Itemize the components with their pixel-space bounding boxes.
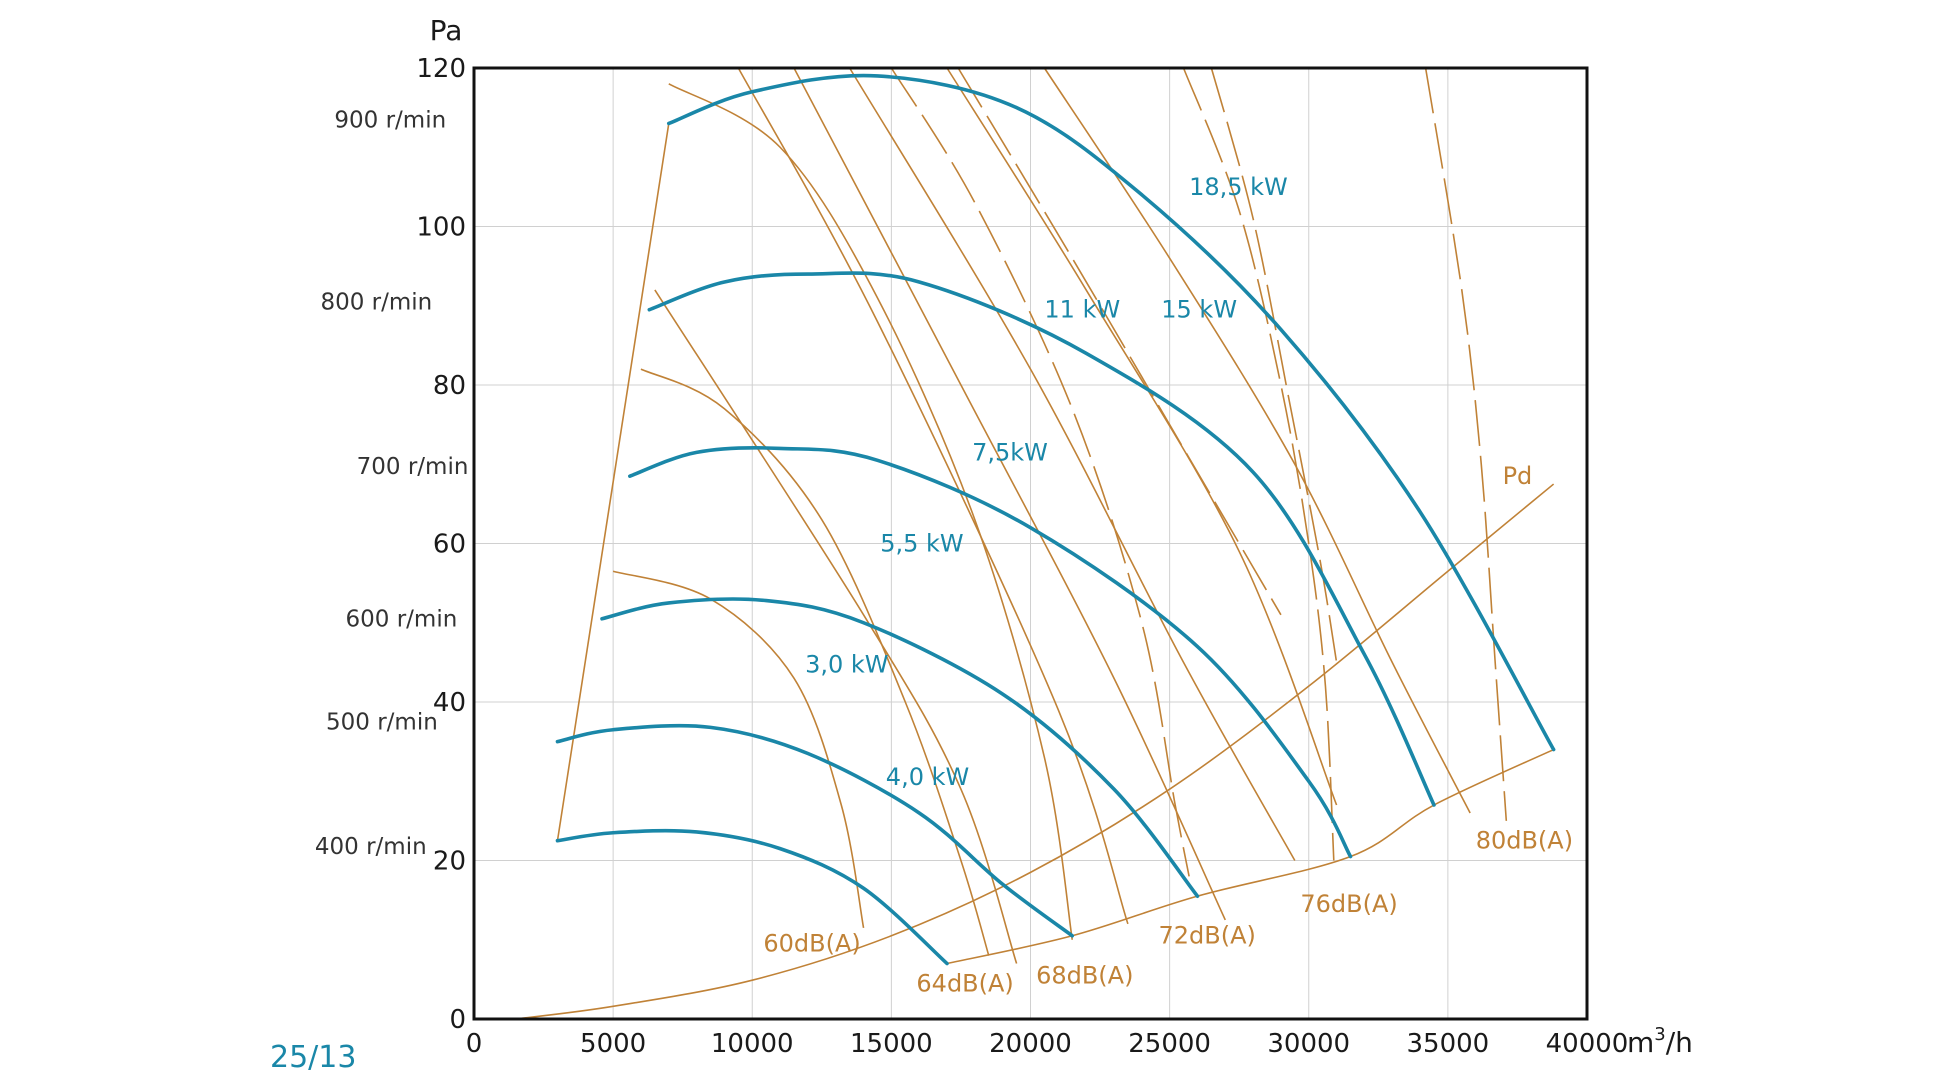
rpm-label: 500 r/min: [326, 710, 438, 736]
speed-curve: [647, 271, 1436, 807]
noise-label: 80dB(A): [1476, 827, 1573, 855]
speed-curve: [555, 723, 1075, 938]
speed-curve: [666, 73, 1556, 752]
y-tick-label: 20: [433, 847, 466, 877]
noise-label: 72dB(A): [1158, 922, 1255, 950]
power-label: 3,0 kW: [805, 651, 888, 679]
y-tick-label: 40: [433, 688, 466, 718]
noise-line: [1424, 67, 1508, 821]
x-tick-label: 15000: [850, 1029, 933, 1059]
aux-line: [957, 67, 1282, 616]
brown-curves: [515, 67, 1555, 1020]
power-line: [793, 67, 1227, 921]
footer-code: 25/13: [270, 1040, 357, 1075]
noise-line: [612, 570, 865, 929]
grid-lines: [474, 68, 1587, 1019]
noise-line: [890, 67, 1190, 877]
y-tick-label: 80: [433, 371, 466, 401]
x-tick-label: 20000: [989, 1029, 1072, 1059]
rpm-label: 900 r/min: [334, 107, 446, 133]
x-unit-sup: 3: [1654, 1024, 1665, 1045]
noise-label: 68dB(A): [1036, 961, 1133, 989]
noise-label: 60dB(A): [763, 930, 860, 958]
rpm-label: 800 r/min: [320, 290, 432, 316]
x-unit-tail: /h: [1666, 1026, 1693, 1059]
power-line: [1043, 67, 1471, 814]
speed-curves: [555, 73, 1556, 966]
power-line: [654, 289, 1018, 964]
speed-curve: [600, 597, 1200, 898]
rpm-label: 700 r/min: [357, 454, 469, 480]
power-label: 18,5 kW: [1189, 173, 1288, 201]
power-line: [737, 67, 1129, 925]
surge-line: [556, 123, 670, 841]
y-tick-label: 120: [416, 54, 466, 84]
aux-line: [1210, 67, 1338, 663]
noise-line: [1182, 67, 1335, 861]
x-tick-label: 30000: [1267, 1029, 1350, 1059]
axes: 0 5000 10000 15000 20000 25000 30000 35000 40000…: [416, 14, 1693, 1059]
y-tick-label: 100: [416, 213, 466, 243]
y-axis-unit: Pa: [430, 14, 463, 47]
power-label: 11 kW: [1044, 296, 1120, 324]
noise-label: 64dB(A): [916, 969, 1013, 997]
curve-labels: 400 r/min 500 r/min 600 r/min 700 r/min 800 …: [315, 107, 1573, 997]
rpm-label: 600 r/min: [346, 607, 458, 633]
noise-line: [640, 368, 990, 956]
system-curve: [946, 748, 1554, 965]
x-tick-label: 0: [466, 1029, 483, 1059]
noise-line: [668, 83, 1074, 940]
power-label: 7,5kW: [972, 438, 1048, 466]
x-tick-label: 25000: [1128, 1029, 1211, 1059]
pd-curve: [515, 483, 1555, 1020]
y-tick-label: 0: [449, 1005, 466, 1035]
x-tick-label: 35000: [1407, 1029, 1490, 1059]
x-tick-label: 10000: [711, 1029, 794, 1059]
x-tick-label: 40000: [1546, 1029, 1629, 1059]
x-unit-main: m: [1627, 1026, 1654, 1059]
power-label: 15 kW: [1161, 296, 1237, 324]
x-tick-label: 5000: [580, 1029, 646, 1059]
rpm-label: 400 r/min: [315, 834, 427, 860]
power-label: 5,5 kW: [880, 529, 963, 557]
power-label: 4,0 kW: [886, 763, 969, 791]
x-axis-unit: m3/h: [1627, 1024, 1693, 1059]
plot-frame: [472, 66, 1589, 1021]
power-line: [848, 67, 1296, 861]
y-tick-label: 60: [433, 530, 466, 560]
noise-label: 76dB(A): [1300, 890, 1397, 918]
pd-label: Pd: [1503, 462, 1533, 490]
speed-curve: [628, 445, 1353, 859]
speed-curve: [555, 828, 949, 966]
